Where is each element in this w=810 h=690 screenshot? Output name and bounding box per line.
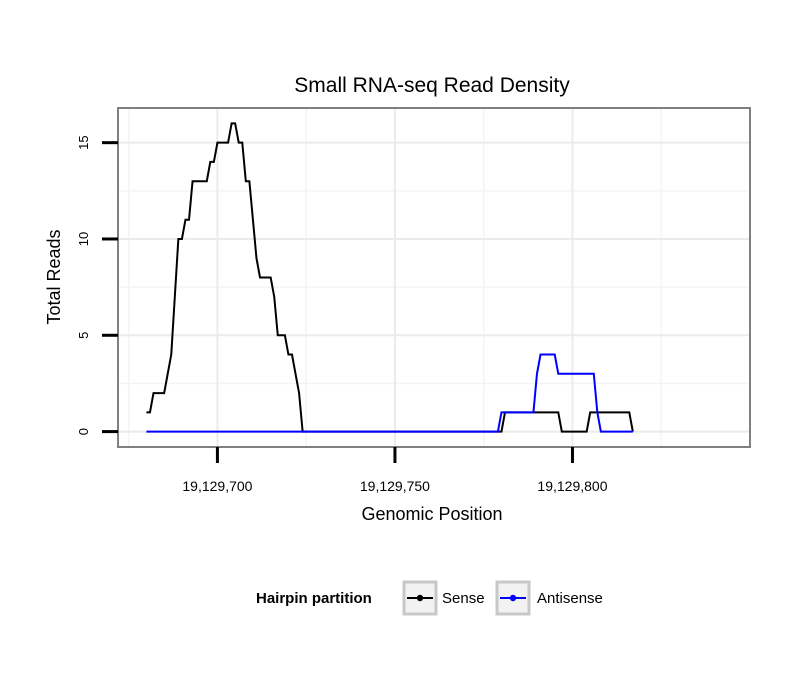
x-tick-label: 19,129,700: [182, 478, 252, 494]
y-axis: 0 5 10 15: [76, 135, 118, 435]
x-axis: 19,129,700 19,129,750 19,129,800: [182, 447, 608, 494]
legend-label-sense: Sense: [442, 590, 485, 607]
y-axis-label: Total Reads: [44, 229, 64, 324]
legend: Hairpin partition Sense Antisense: [256, 580, 603, 616]
plot-border: [117, 107, 751, 448]
legend-key-point-antisense: [509, 594, 517, 602]
y-tick-label: 10: [76, 232, 91, 246]
series-line-antisense: [146, 353, 633, 433]
legend-entries: Sense Antisense: [402, 580, 603, 616]
chart-title: Small RNA-seq Read Density: [294, 74, 570, 97]
legend-label-antisense: Antisense: [537, 590, 603, 607]
x-tick-label: 19,129,750: [360, 478, 430, 494]
series-lines: [146, 122, 634, 433]
x-tick-label: 19,129,800: [537, 478, 607, 494]
x-axis-label: Genomic Position: [361, 504, 502, 524]
legend-title: Hairpin partition: [256, 590, 372, 607]
plot-panel: [118, 108, 750, 447]
y-tick-label: 15: [76, 135, 91, 149]
y-tick-label: 5: [76, 332, 91, 339]
y-tick-label: 0: [76, 428, 91, 435]
legend-key-point-sense: [416, 594, 424, 602]
